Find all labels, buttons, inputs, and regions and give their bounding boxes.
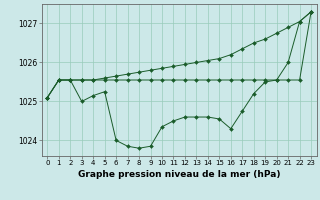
X-axis label: Graphe pression niveau de la mer (hPa): Graphe pression niveau de la mer (hPa) <box>78 170 280 179</box>
